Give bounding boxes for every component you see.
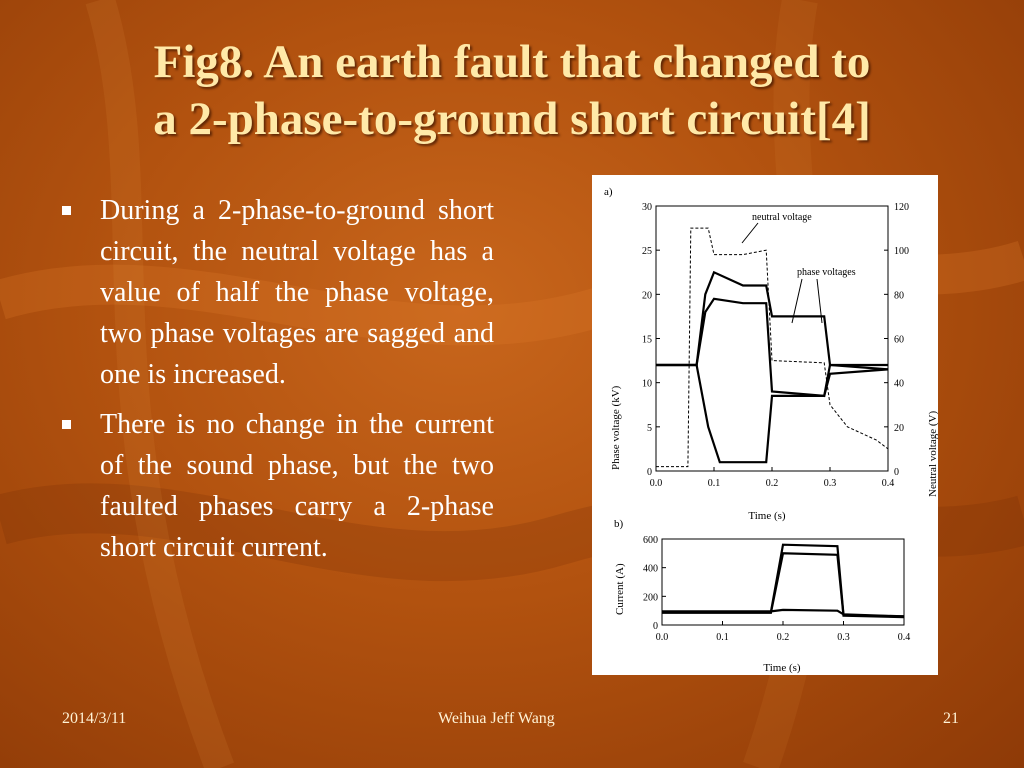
y-axis-label-left: Phase voltage (kV)	[610, 385, 622, 470]
x-tick-label: 0.2	[777, 632, 790, 643]
y-tick-label: 20	[642, 290, 652, 301]
slide-title: Fig8. An earth fault that changed to a 2…	[40, 34, 984, 148]
y-tick-label: 200	[643, 592, 658, 603]
footer-date: 2014/3/11	[62, 710, 127, 727]
x-tick-label: 0.0	[650, 478, 663, 489]
y2-tick-label: 80	[894, 290, 904, 301]
y2-tick-label: 0	[894, 467, 899, 478]
x-tick-label: 0.4	[882, 478, 895, 489]
x-axis-label: Time (s)	[763, 662, 801, 674]
y2-tick-label: 100	[894, 246, 909, 257]
series-line	[662, 608, 905, 618]
panel-b-chart: b) Current (A) Time (s) 600 400 200 00.0 0.1…	[614, 518, 910, 674]
y-tick-label: 15	[642, 335, 652, 346]
square-bullet-icon	[62, 420, 71, 429]
y-tick-label: 400	[643, 564, 658, 575]
series-line	[662, 552, 905, 619]
footer-author: Weihua Jeff Wang	[438, 710, 555, 727]
y-tick-label: 25	[642, 246, 652, 257]
x-tick-label: 0.1	[708, 478, 721, 489]
bullet-item: During a 2-phase-to-ground short circuit…	[62, 190, 494, 395]
bullet-list: During a 2-phase-to-ground short circuit…	[62, 190, 494, 577]
y-axis-label-right: Neutral voltage (V)	[927, 411, 938, 497]
y2-tick-label: 120	[894, 202, 909, 213]
x-tick-label: 0.3	[824, 478, 837, 489]
y2-tick-label: 60	[894, 335, 904, 346]
y-axis-label-left: Current (A)	[614, 563, 626, 615]
y-tick-label: 5	[647, 423, 652, 434]
slide-title-line-1: Fig8. An earth fault that changed to	[153, 36, 871, 88]
bullet-item: There is no change in the current of the…	[62, 404, 494, 568]
slide-title-line-2: a 2-phase-to-ground short circuit[4]	[153, 93, 871, 145]
y-tick-label: 0	[653, 621, 658, 632]
bullet-text: During a 2-phase-to-ground short circuit…	[100, 195, 494, 390]
x-tick-label: 0.2	[766, 478, 779, 489]
series-line	[656, 270, 889, 371]
x-axis-label: Time (s)	[748, 510, 786, 522]
phase-voltages-annotation: phase voltages	[797, 267, 856, 278]
slide-number: 21	[943, 710, 959, 727]
figure-image: a) neutral voltage phase voltages Phase …	[592, 175, 939, 675]
y-tick-label: 10	[642, 379, 652, 390]
y-tick-label: 600	[643, 535, 658, 546]
x-tick-label: 0.1	[716, 632, 729, 643]
y-tick-label: 30	[642, 202, 652, 213]
x-tick-label: 0.0	[656, 632, 669, 643]
y2-tick-label: 40	[894, 379, 904, 390]
neutral-voltage-annotation: neutral voltage	[752, 212, 812, 223]
series-line	[656, 363, 888, 464]
annotation-pointer	[741, 222, 759, 244]
square-bullet-icon	[62, 206, 71, 215]
figure-charts: a) neutral voltage phase voltages Phase …	[604, 186, 939, 674]
x-tick-label: 0.3	[837, 632, 850, 643]
y-tick-label: 0	[647, 467, 652, 478]
panel-a-label: a)	[604, 186, 613, 198]
bullet-text: There is no change in the current of the…	[100, 409, 494, 563]
panel-b-label: b)	[614, 518, 624, 530]
y2-tick-label: 20	[894, 423, 904, 434]
series-line	[656, 227, 889, 468]
panel-a-chart: a) neutral voltage phase voltages Phase …	[604, 186, 939, 522]
x-tick-label: 0.4	[898, 632, 911, 643]
